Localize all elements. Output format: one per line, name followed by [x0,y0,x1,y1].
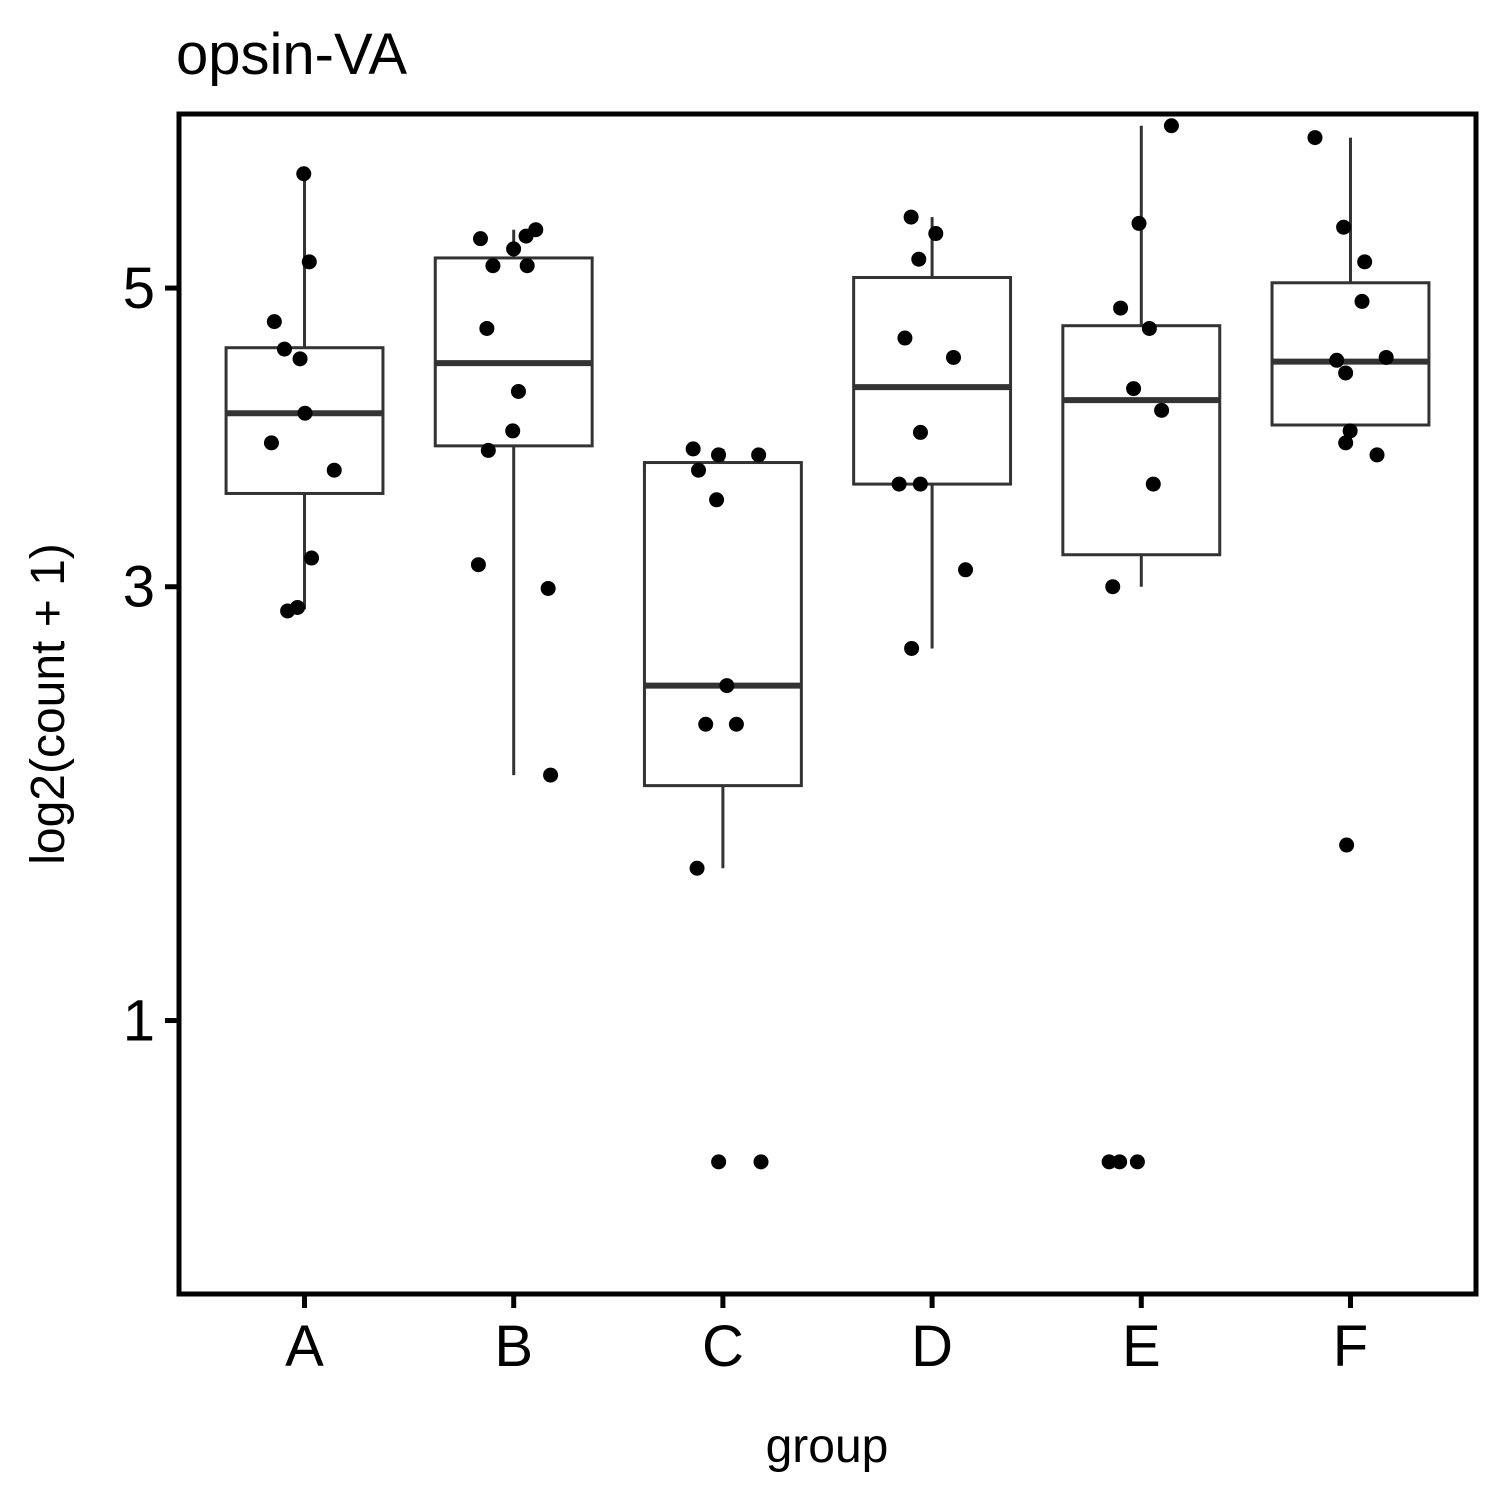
data-point [903,209,919,225]
data-point [1141,320,1157,336]
data-point [685,441,701,457]
data-point [543,767,559,783]
data-point [263,435,279,451]
data-point [753,1154,769,1170]
data-point [958,562,974,578]
data-point [698,716,714,732]
data-point [480,442,496,458]
data-point [689,860,705,876]
y-tick-label: 5 [123,256,155,321]
panel-border [176,111,1479,1297]
iqr-box [1270,281,1431,427]
iqr-box [642,461,803,788]
data-point [296,166,312,182]
data-point [304,550,320,566]
data-point [1369,447,1385,463]
data-point [946,349,962,365]
box-d [852,217,1013,649]
data-point [1354,293,1370,309]
data-point [510,383,526,399]
x-tick-label: D [911,1314,953,1379]
data-point [711,1154,727,1170]
data-point [519,258,535,274]
data-point [904,640,920,656]
data-point [912,476,928,492]
y-axis-title: log2(count + 1) [22,543,75,865]
data-point [506,241,522,257]
data-point [1154,402,1170,418]
iqr-box [1061,324,1222,557]
points-c [685,441,769,1170]
x-axis-title: group [766,1420,889,1473]
data-point [297,405,313,421]
y-tick-label: 3 [123,555,155,620]
points-a [263,166,342,619]
plot-area [224,118,1431,1170]
data-point [928,226,944,242]
data-point [1338,435,1354,451]
data-point [691,462,707,478]
data-point [1338,365,1354,381]
data-point [479,320,495,336]
data-point [1342,423,1358,439]
iqr-box [852,276,1013,486]
data-point [301,254,317,270]
data-point [292,351,308,367]
data-point [891,476,907,492]
data-point [751,447,767,463]
data-point [1307,130,1323,146]
box-f [1270,137,1431,446]
points-f [1307,130,1394,853]
data-point [540,580,556,596]
data-point [897,330,913,346]
data-point [1336,219,1352,235]
data-point [326,462,342,478]
data-point [266,314,282,330]
data-point [276,341,292,357]
data-point [505,423,521,439]
data-point [470,557,486,573]
data-point [485,258,501,274]
data-point [1339,837,1355,853]
points-d [891,209,974,656]
data-point [1131,215,1147,231]
x-tick-label: A [285,1314,324,1379]
points-e [1101,118,1179,1170]
data-point [709,492,725,508]
data-point [1378,349,1394,365]
data-point [719,678,735,694]
points-b [470,222,559,783]
iqr-box [433,256,594,448]
data-point [728,716,744,732]
data-point [280,603,296,619]
data-point [1145,476,1161,492]
data-point [472,231,488,247]
chart-title: opsin-VA [176,22,407,87]
y-tick-label: 1 [123,989,155,1054]
data-point [1357,254,1373,270]
x-tick-label: C [702,1314,744,1379]
data-point [518,228,534,244]
data-point [1126,381,1142,397]
x-tick-label: E [1122,1314,1161,1379]
box-c [642,448,803,869]
data-point [1101,1154,1117,1170]
data-point [1105,579,1121,595]
data-point [1113,300,1129,316]
x-tick-label: F [1333,1314,1368,1379]
data-point [912,424,928,440]
data-point [1163,118,1179,134]
x-tick-label: B [494,1314,533,1379]
data-point [1129,1154,1145,1170]
data-point [1329,352,1345,368]
data-point [911,251,927,267]
box-a [224,173,385,610]
data-point [1112,1154,1128,1170]
box-b [433,229,594,776]
axes: 1 3 5 A B C D E F [123,256,1368,1379]
data-point [711,447,727,463]
box-e [1061,125,1222,587]
